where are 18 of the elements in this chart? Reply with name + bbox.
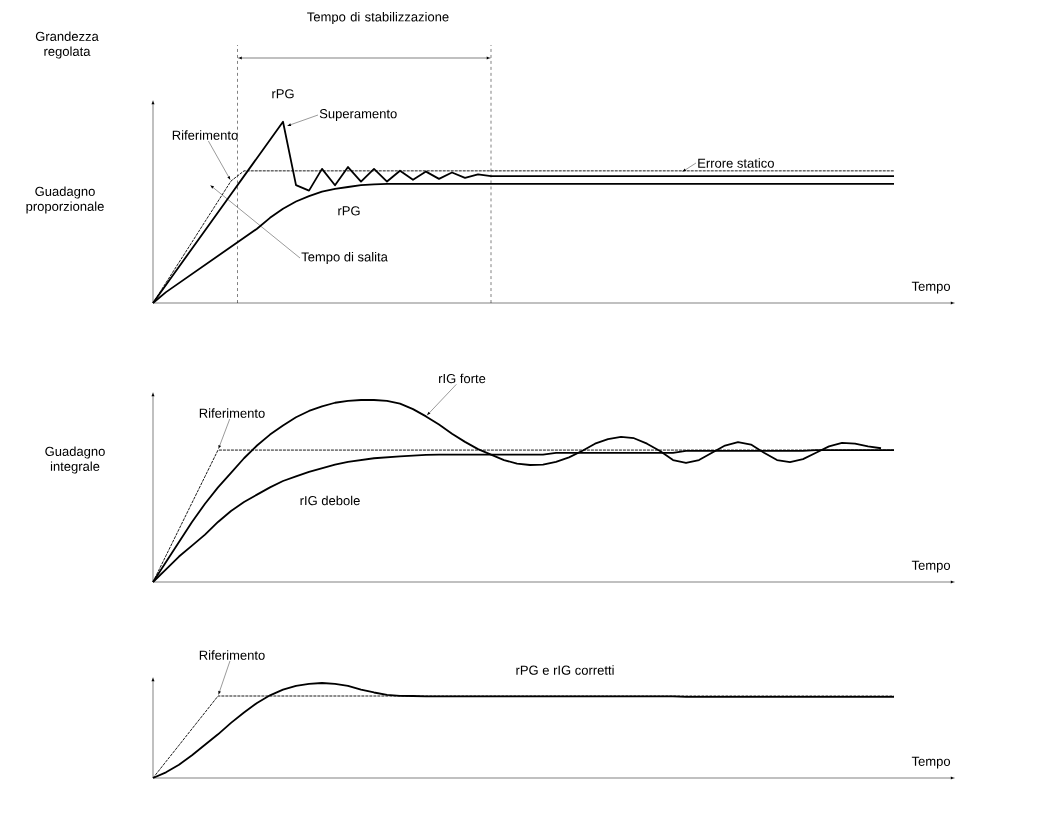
text: Tempo di stabilizzazione <box>307 11 449 25</box>
text: Guadagno proporzionale <box>26 186 104 214</box>
y-axis-title: Guadagno integrale <box>45 446 105 474</box>
annotation: Errore statico <box>698 158 774 168</box>
series-label: rIG debole <box>300 495 360 506</box>
annotation: Tempo di salita <box>301 251 388 265</box>
text: Riferimento <box>172 130 238 140</box>
x-axis-title: Tempo <box>911 281 951 294</box>
series-label: rPG <box>272 89 294 99</box>
x-axis-title: Tempo <box>911 560 951 573</box>
text: Superamento <box>319 109 397 121</box>
series-label: rPG <box>338 206 360 216</box>
text: rIG forte <box>439 373 486 384</box>
text: Riferimento <box>199 408 265 418</box>
text: Riferimento <box>199 650 265 660</box>
y-axis-title: Grandezza regolata <box>35 31 99 59</box>
series-label: rPG e rIG corretti <box>516 665 614 675</box>
x-axis-title: Tempo <box>911 756 951 769</box>
